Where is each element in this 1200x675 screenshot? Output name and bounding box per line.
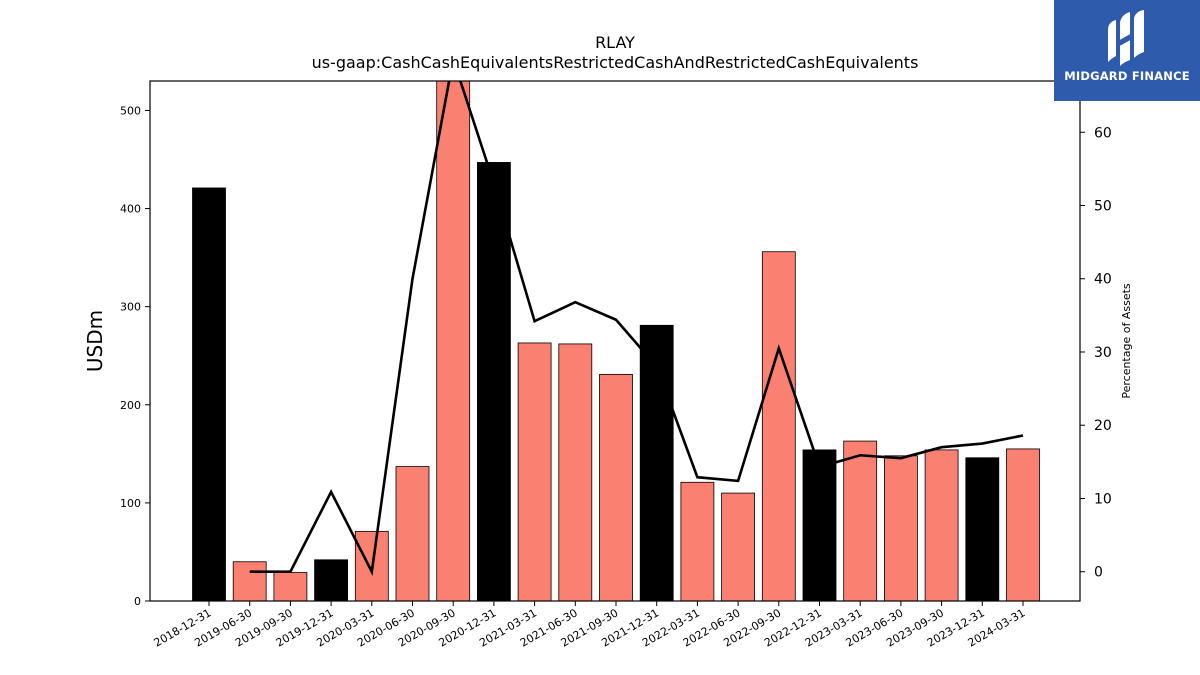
- bar-2021-06-30: [558, 343, 593, 601]
- bar-2018-12-31: [192, 187, 226, 601]
- bar-2023-06-30: [884, 455, 918, 601]
- bar-2020-09-30: [436, 81, 471, 601]
- bar-2022-06-30: [721, 492, 755, 601]
- bar-2021-09-30: [599, 373, 633, 601]
- y-tick-label: 0: [134, 595, 141, 608]
- y2-tick-label: 0: [1094, 565, 1103, 581]
- y2-tick-label: 10: [1094, 491, 1112, 507]
- y-axis-label: USDm: [83, 310, 107, 372]
- bar-2024-03-31: [1006, 448, 1040, 601]
- y2-tick-label: 50: [1094, 199, 1112, 215]
- y2-axis-label: Percentage of Assets: [1120, 283, 1133, 399]
- bar-2022-03-31: [680, 481, 715, 601]
- y-tick-label: 200: [120, 399, 141, 412]
- y2-tick-label: 40: [1094, 272, 1112, 288]
- bar-2023-12-31: [965, 457, 1000, 601]
- bar-2019-12-31: [314, 559, 349, 601]
- chart-title: RLAY: [595, 33, 635, 52]
- y-axis-ticks: 0 100 200 300 400 500: [120, 104, 150, 608]
- y2-tick-label: 20: [1094, 418, 1112, 434]
- line-series: [249, 81, 1024, 576]
- bar-2023-03-31: [843, 440, 878, 601]
- y2-tick-label: 60: [1094, 125, 1112, 141]
- bar-2020-06-30: [395, 466, 430, 601]
- y-tick-label: 100: [120, 497, 141, 510]
- logo-mark-icon: [1108, 10, 1144, 66]
- bar-2019-06-30: [232, 561, 267, 601]
- bar-2021-03-31: [517, 342, 552, 601]
- x-axis-ticks: 2018-12-312019-06-302019-09-302019-12-31…: [152, 601, 1028, 650]
- bar-2021-12-31: [639, 324, 674, 601]
- bar-2020-12-31: [476, 162, 511, 601]
- y-tick-label: 400: [120, 203, 141, 216]
- chart-subtitle: us-gaap:CashCashEquivalentsRestrictedCas…: [312, 53, 919, 72]
- y2-tick-label: 30: [1094, 345, 1112, 361]
- brand-logo: MIDGARD FINANCE: [1054, 0, 1200, 101]
- bar-series: [192, 81, 1040, 601]
- bar-2019-09-30: [273, 572, 308, 601]
- y-tick-label: 500: [120, 104, 141, 117]
- bar-2022-12-31: [802, 449, 837, 601]
- percentage-of-assets-line: [249, 81, 1024, 576]
- bar-2022-09-30: [761, 251, 796, 601]
- bar-2023-09-30: [924, 449, 959, 601]
- logo-text: MIDGARD FINANCE: [1064, 69, 1190, 83]
- y2-axis-ticks: 0 10 20 30 40 50 60: [1080, 125, 1112, 581]
- plot-frame: [149, 80, 1081, 602]
- y-tick-label: 300: [120, 301, 141, 314]
